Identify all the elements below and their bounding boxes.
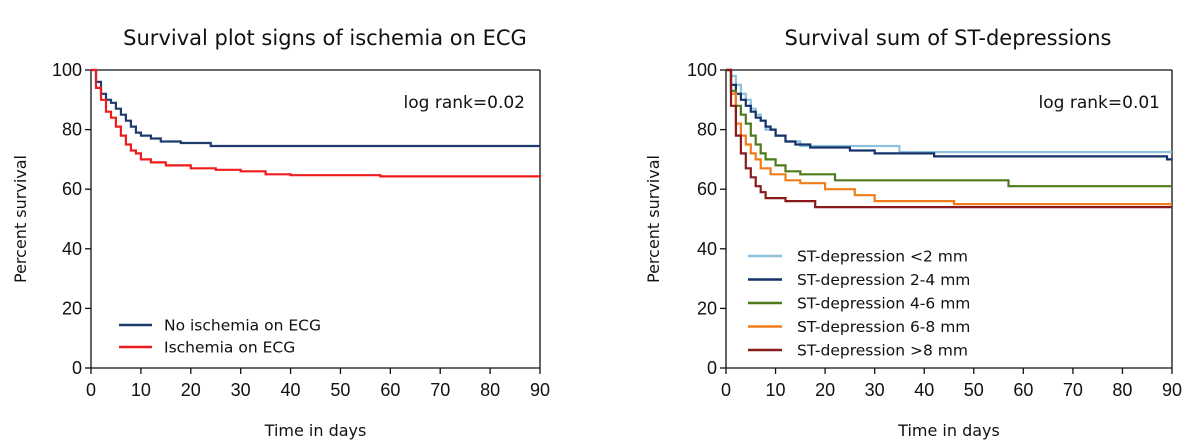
x-axis-label: Time in days (897, 421, 1000, 440)
x-tick-label: 30 (231, 380, 251, 400)
chart-title: Survival sum of ST-depressions (785, 26, 1112, 50)
x-tick-label: 70 (1063, 380, 1083, 400)
legend-label: ST-depression 2-4 mm (797, 271, 970, 289)
y-tick-label: 80 (62, 120, 82, 140)
x-tick-label: 60 (380, 380, 400, 400)
y-tick-label: 0 (72, 358, 82, 378)
x-axis-label: Time in days (264, 421, 367, 440)
x-tick-label: 50 (964, 380, 984, 400)
legend-label: No ischemia on ECG (164, 317, 321, 335)
x-tick-label: 0 (86, 380, 96, 400)
y-tick-label: 20 (697, 298, 717, 318)
x-tick-label: 40 (281, 380, 301, 400)
series-line-4 (726, 68, 1172, 206)
x-tick-label: 70 (430, 380, 450, 400)
y-axis-label: Percent survival (11, 155, 30, 283)
chart-title: Survival plot signs of ischemia on ECG (123, 26, 527, 50)
legend-label: ST-depression <2 mm (797, 248, 968, 266)
legend-label: ST-depression >8 mm (797, 342, 968, 360)
y-tick-label: 0 (707, 358, 717, 378)
x-tick-label: 20 (815, 380, 835, 400)
x-tick-label: 90 (1162, 380, 1182, 400)
y-tick-label: 40 (62, 239, 82, 259)
y-tick-label: 60 (697, 179, 717, 199)
chart-1: Survival plot signs of ischemia on ECG 0 2… (11, 26, 550, 440)
x-tick-label: 20 (181, 380, 201, 400)
x-tick-label: 0 (721, 380, 731, 400)
y-tick-label: 40 (697, 239, 717, 259)
y-tick-label: 100 (52, 60, 82, 80)
series-line-1 (91, 68, 540, 148)
y-tick-label: 100 (687, 60, 717, 80)
x-tick-label: 60 (1013, 380, 1033, 400)
series-line-5 (726, 68, 1172, 209)
y-tick-label: 60 (62, 179, 82, 199)
x-tick-label: 90 (530, 380, 550, 400)
legend-label: Ischemia on ECG (164, 339, 295, 357)
log-rank-annotation: log rank=0.02 (404, 93, 525, 113)
x-tick-label: 30 (865, 380, 885, 400)
log-rank-annotation: log rank=0.01 (1039, 93, 1160, 113)
series-line-3 (726, 68, 1172, 188)
x-tick-label: 80 (1112, 380, 1132, 400)
x-tick-label: 40 (914, 380, 934, 400)
legend-label: ST-depression 4-6 mm (797, 295, 970, 313)
x-tick-label: 10 (131, 380, 151, 400)
series-line-2 (91, 68, 542, 178)
chart-2: Survival sum of ST-depressions 0 20 40 60 80 1… (644, 26, 1182, 440)
y-tick-label: 80 (697, 120, 717, 140)
y-axis-label: Percent survival (644, 155, 663, 283)
y-tick-label: 20 (62, 298, 82, 318)
x-tick-label: 50 (330, 380, 350, 400)
series-line-2 (726, 68, 1172, 161)
x-tick-label: 80 (480, 380, 500, 400)
x-tick-label: 10 (766, 380, 786, 400)
legend-label: ST-depression 6-8 mm (797, 318, 970, 336)
